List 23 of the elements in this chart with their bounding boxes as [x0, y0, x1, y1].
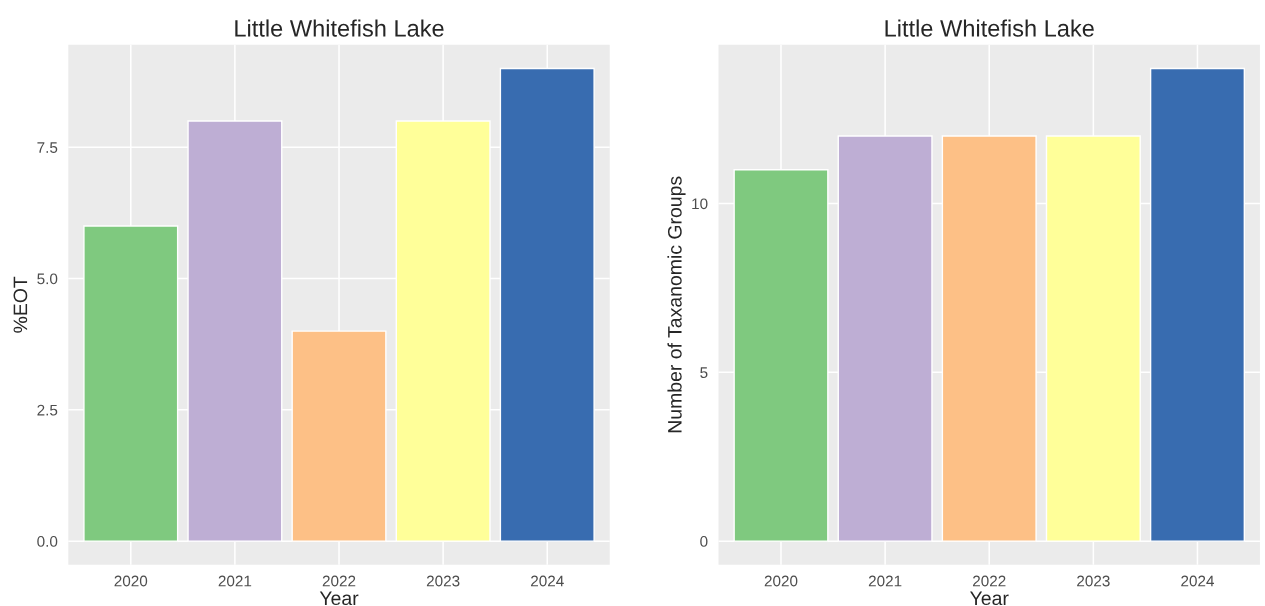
y-tick-label: 0.0 [37, 536, 58, 547]
y-tick-label: 0 [700, 536, 708, 547]
x-axis-title: Year [970, 591, 1009, 606]
y-tick-label: 7.5 [37, 142, 58, 153]
y-tick-label: 2.5 [37, 404, 58, 416]
chart-title: Little Whitefish Lake [235, 19, 444, 37]
x-tick-label: 2021 [218, 575, 252, 587]
x-tick-label: 2023 [426, 575, 460, 587]
y-axis-title: %EOT [13, 276, 28, 333]
x-tick-label: 2022 [973, 575, 1006, 587]
y-tick-label: 10 [692, 198, 708, 210]
chart-title: Little Whitefish Lake [885, 19, 1094, 37]
x-tick-label: 2024 [531, 575, 564, 587]
x-tick-label: 2024 [1181, 575, 1215, 587]
x-tick-label: 2021 [868, 575, 902, 587]
x-tick-label: 2023 [1077, 575, 1110, 587]
x-tick-label: 2022 [322, 575, 356, 587]
y-tick-label: 5.0 [37, 273, 58, 285]
x-tick-label: 2020 [764, 575, 798, 587]
x-axis-title: Year [319, 591, 359, 606]
y-axis-title: Number of Taxanomic Groups [667, 176, 686, 433]
x-tick-label: 2020 [114, 575, 148, 587]
y-tick-label: 5 [700, 367, 708, 379]
